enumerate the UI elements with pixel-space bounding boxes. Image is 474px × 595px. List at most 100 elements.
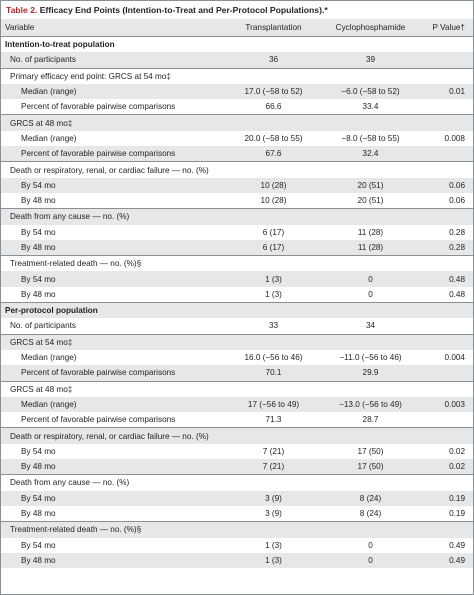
table-row: GRCS at 48 mo‡ bbox=[1, 380, 473, 397]
transplantation-cell bbox=[229, 208, 318, 225]
variable-cell: By 48 mo bbox=[21, 509, 56, 519]
p-value-cell bbox=[423, 365, 473, 382]
cyclophosphamide-cell: 39 bbox=[318, 52, 423, 69]
variable-cell: Percent of favorable pairwise comparison… bbox=[1, 146, 229, 162]
cyclophosphamide-cell: 0 bbox=[368, 540, 373, 550]
transplantation-cell: 6 (17) bbox=[262, 227, 285, 237]
table-row: By 48 mo 1 (3) 0 0.49 bbox=[1, 552, 473, 569]
transplantation-cell: 10 (28) bbox=[229, 177, 318, 193]
transplantation-cell: 10 (28) bbox=[260, 196, 287, 206]
p-value-cell bbox=[423, 36, 473, 53]
cyclophosphamide-cell bbox=[318, 333, 423, 350]
p-value-cell bbox=[423, 318, 473, 334]
cyclophosphamide-cell bbox=[318, 161, 423, 178]
table-row: Median (range) 16.0 (−56 to 46) −11.0 (−56… bbox=[1, 350, 473, 365]
variable-cell: Median (range) bbox=[21, 353, 77, 363]
cyclophosphamide-cell: −11.0 (−56 to 46) bbox=[339, 353, 402, 363]
table-row: GRCS at 54 mo‡ bbox=[1, 333, 473, 350]
table-row: By 48 mo 1 (3) 0 0.48 bbox=[1, 287, 473, 303]
variable-cell: By 54 mo bbox=[1, 177, 229, 193]
cyclophosphamide-cell bbox=[318, 474, 423, 491]
cyclophosphamide-cell bbox=[318, 114, 423, 131]
table-row: Treatment-related death — no. (%)§ bbox=[1, 521, 473, 538]
variable-cell: By 54 mo bbox=[21, 540, 56, 550]
table-number: Table 2. bbox=[6, 5, 38, 15]
p-value-cell: 0.008 bbox=[444, 133, 466, 143]
cyclophosphamide-cell: −13.0 (−56 to 49) bbox=[318, 396, 423, 413]
table-caption: Table 2. Efficacy End Points (Intention-… bbox=[1, 1, 473, 19]
p-value-cell: 0.06 bbox=[423, 177, 473, 193]
table-row: Treatment-related death — no. (%)§ bbox=[1, 255, 473, 272]
variable-cell: By 54 mo bbox=[21, 446, 56, 456]
p-value-cell: 0.003 bbox=[423, 396, 473, 413]
variable-cell: Percent of favorable pairwise comparison… bbox=[21, 415, 176, 425]
table-row: GRCS at 48 mo‡ bbox=[1, 114, 473, 131]
p-value-cell bbox=[423, 99, 473, 115]
cyclophosphamide-cell: 11 (28) bbox=[318, 239, 423, 256]
table-row: By 54 mo 1 (3) 0 0.48 bbox=[1, 271, 473, 287]
transplantation-cell bbox=[229, 427, 318, 444]
transplantation-cell: 70.1 bbox=[229, 365, 318, 382]
transplantation-cell: 17.0 (−58 to 52) bbox=[229, 83, 318, 100]
p-value-cell: 0.28 bbox=[449, 227, 465, 237]
transplantation-cell bbox=[229, 114, 318, 131]
variable-cell: Treatment-related death — no. (%)§ bbox=[1, 255, 229, 272]
table-row: Primary efficacy end point: GRCS at 54 m… bbox=[1, 67, 473, 84]
transplantation-cell: 1 (3) bbox=[229, 271, 318, 287]
variable-cell: By 48 mo bbox=[21, 196, 56, 206]
transplantation-cell: 20.0 (−58 to 55) bbox=[244, 133, 303, 143]
table-row: Median (range) 17 (−56 to 49) −13.0 (−56 t… bbox=[1, 396, 473, 413]
efficacy-table: Variable Transplantation Cyclophosphamid… bbox=[1, 19, 473, 569]
p-value-cell bbox=[423, 208, 473, 225]
cyclophosphamide-cell: 32.4 bbox=[318, 146, 423, 162]
transplantation-cell bbox=[229, 161, 318, 178]
transplantation-cell: 3 (9) bbox=[229, 490, 318, 506]
p-value-cell: 0.49 bbox=[423, 552, 473, 569]
cyclophosphamide-cell bbox=[318, 36, 423, 53]
variable-cell: By 48 mo bbox=[21, 289, 56, 299]
table-row: Median (range) 20.0 (−58 to 55) −8.0 (−58 … bbox=[1, 131, 473, 146]
p-value-cell: 0.48 bbox=[449, 289, 465, 299]
transplantation-cell: 33 bbox=[268, 321, 279, 331]
transplantation-cell: 6 (17) bbox=[229, 239, 318, 256]
variable-cell: Per-protocol population bbox=[1, 302, 229, 319]
cyclophosphamide-cell bbox=[318, 380, 423, 397]
variable-cell: By 48 mo bbox=[1, 239, 229, 256]
p-value-cell: 0.02 bbox=[423, 459, 473, 475]
p-value-cell: 0.49 bbox=[449, 540, 465, 550]
table-row: Death or respiratory, renal, or cardiac … bbox=[1, 427, 473, 444]
p-value-cell: 0.01 bbox=[423, 83, 473, 100]
cyclophosphamide-cell bbox=[318, 427, 423, 444]
p-value-cell bbox=[423, 114, 473, 131]
transplantation-cell: 17 (−56 to 49) bbox=[229, 396, 318, 413]
column-header-p-value: P Value† bbox=[423, 19, 473, 37]
p-value-cell bbox=[423, 52, 473, 69]
column-header-variable: Variable bbox=[1, 19, 229, 37]
transplantation-cell: 3 (9) bbox=[265, 509, 282, 519]
table-row: By 48 mo 7 (21) 17 (50) 0.02 bbox=[1, 459, 473, 475]
transplantation-cell: 1 (3) bbox=[265, 289, 282, 299]
cyclophosphamide-cell: 28.7 bbox=[362, 415, 379, 425]
cyclophosphamide-cell: 17 (50) bbox=[357, 446, 384, 456]
p-value-cell bbox=[423, 302, 473, 319]
cyclophosphamide-cell: 0 bbox=[318, 271, 423, 287]
p-value-cell: 0.28 bbox=[423, 239, 473, 256]
cyclophosphamide-cell: 20 (51) bbox=[357, 196, 384, 206]
transplantation-cell: 67.6 bbox=[229, 146, 318, 162]
transplantation-cell bbox=[229, 380, 318, 397]
table-row: Death from any cause — no. (%) bbox=[1, 474, 473, 491]
cyclophosphamide-cell: 0 bbox=[318, 552, 423, 569]
cyclophosphamide-cell bbox=[318, 521, 423, 538]
variable-cell: By 54 mo bbox=[1, 271, 229, 287]
variable-cell: Death from any cause — no. (%) bbox=[1, 474, 229, 491]
cyclophosphamide-cell: 29.9 bbox=[318, 365, 423, 382]
table-row: By 54 mo 10 (28) 20 (51) 0.06 bbox=[1, 177, 473, 193]
cyclophosphamide-cell: 34 bbox=[365, 321, 376, 331]
table-row: No. of participants 36 39 bbox=[1, 52, 473, 69]
p-value-cell bbox=[423, 67, 473, 84]
cyclophosphamide-cell: 20 (51) bbox=[318, 177, 423, 193]
variable-cell: GRCS at 48 mo‡ bbox=[1, 114, 229, 131]
cyclophosphamide-cell: 11 (28) bbox=[357, 227, 384, 237]
table-row: Percent of favorable pairwise comparison… bbox=[1, 365, 473, 382]
